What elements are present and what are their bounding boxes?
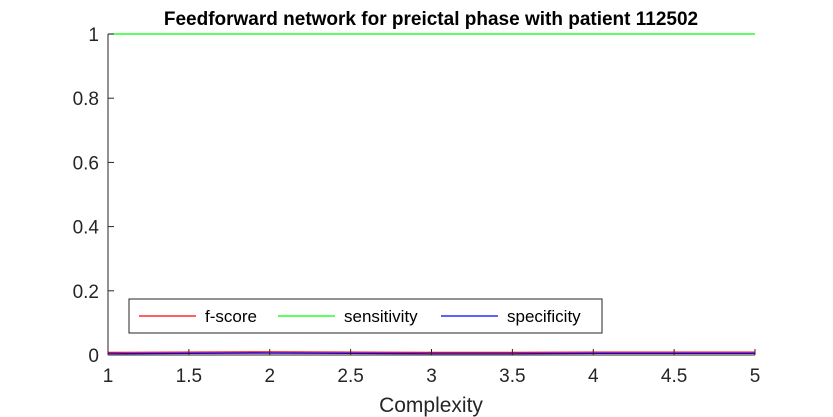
y-tick-label: 1 xyxy=(88,25,99,46)
y-tick-label: 0.4 xyxy=(73,218,100,239)
x-tick-label: 4.5 xyxy=(661,366,687,387)
y-tick-label: 0.2 xyxy=(73,282,99,303)
legend-entry-label: f-score xyxy=(205,307,257,326)
x-tick-label: 5 xyxy=(750,366,761,387)
chart-title: Feedforward network for preictal phase w… xyxy=(164,9,698,30)
x-tick-label: 2.5 xyxy=(337,366,363,387)
y-tick-label: 0 xyxy=(88,346,99,367)
y-tick-label: 0.8 xyxy=(73,89,99,110)
x-tick-label: 4 xyxy=(588,366,599,387)
y-tick-label: 0.6 xyxy=(73,153,99,174)
x-tick-label: 3 xyxy=(426,366,437,387)
tick-labels: 1 1.5 2 2.5 3 3.5 4 4.5 5 0 0.2 0.4 0.6 0.8 1 xyxy=(73,25,761,387)
x-axis-label: Complexity xyxy=(379,394,483,417)
x-tick-label: 1.5 xyxy=(176,366,202,387)
x-tick-label: 1 xyxy=(103,366,114,387)
legend-entry-label: sensitivity xyxy=(344,307,418,326)
x-tick-label: 3.5 xyxy=(499,366,525,387)
legend-entry-label: specificity xyxy=(507,307,581,326)
axes xyxy=(107,33,756,356)
legend: f-score sensitivity specificity xyxy=(128,298,603,334)
legend-box xyxy=(128,298,603,334)
x-tick-label: 2 xyxy=(264,366,275,387)
